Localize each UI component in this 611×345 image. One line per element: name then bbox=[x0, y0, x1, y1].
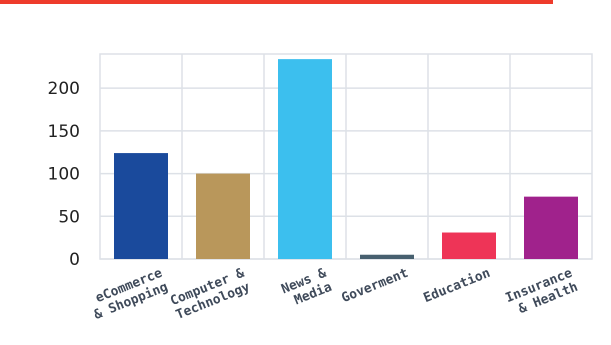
bar bbox=[360, 254, 414, 259]
bar bbox=[524, 196, 578, 259]
y-axis-ticks: 0 50 100 150 200 bbox=[48, 79, 80, 270]
y-tick-label: 50 bbox=[58, 207, 80, 227]
x-tick-label: Computer &Technology bbox=[168, 266, 252, 323]
bar bbox=[196, 173, 250, 259]
y-tick-label: 200 bbox=[48, 79, 80, 99]
y-tick-label: 150 bbox=[48, 122, 80, 142]
bar bbox=[442, 232, 496, 259]
bar bbox=[278, 59, 332, 259]
x-tick-label: News &Media bbox=[279, 266, 334, 311]
x-tick-label: Insurance& Health bbox=[504, 266, 581, 320]
chart-bars bbox=[114, 59, 578, 259]
x-tick-label: Education bbox=[422, 266, 493, 306]
y-tick-label: 0 bbox=[69, 250, 80, 270]
top-accent-bar bbox=[0, 0, 553, 4]
bar bbox=[114, 153, 168, 259]
x-tick-label: Goverment bbox=[340, 266, 411, 306]
chart-grid bbox=[99, 53, 593, 260]
y-tick-label: 100 bbox=[48, 165, 80, 185]
x-tick-label: eCommerce& Shopping bbox=[86, 266, 170, 323]
